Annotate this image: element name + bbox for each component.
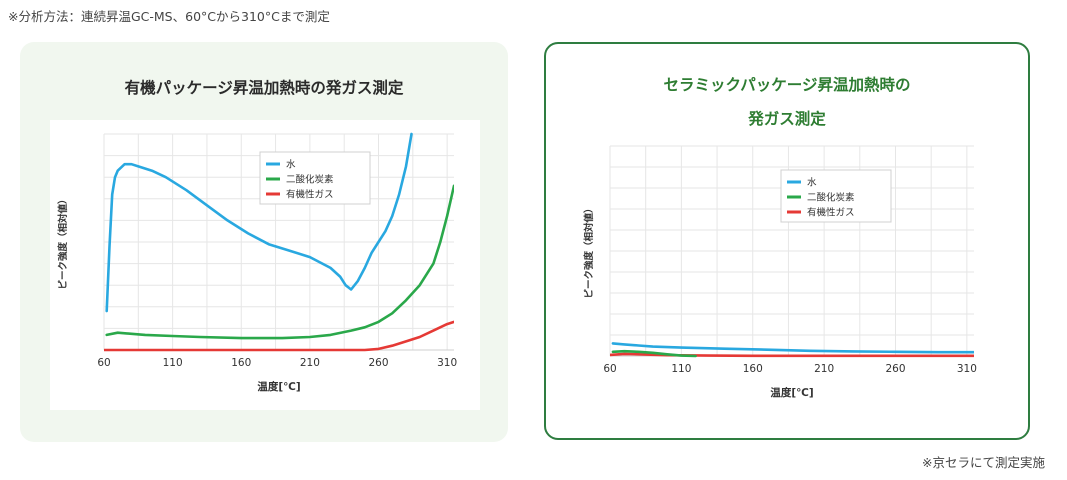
- x-tick-label: 60: [97, 357, 110, 369]
- x-tick-label: 260: [885, 363, 905, 375]
- x-tick-label: 160: [743, 363, 763, 375]
- legend-label: 有機性ガス: [286, 189, 334, 201]
- organic-package-panel: 有機パッケージ昇温加熱時の発ガス測定 60 110 160 210 260 310 温度[℃…: [20, 42, 508, 442]
- series-line: [105, 132, 413, 313]
- x-axis-label: 温度[℃]: [770, 386, 813, 399]
- x-tick-label: 110: [163, 357, 183, 369]
- y-axis-label: ピーク強度（相対値）: [57, 194, 69, 289]
- chart-title-line-1: セラミックパッケージ昇温加熱時の: [663, 76, 911, 94]
- organic-chart-svg: 60 110 160 210 260 310 温度[℃] ピーク強度（相対値） 水二酸化炭素有機…: [57, 132, 457, 393]
- x-tick-label: 110: [671, 363, 691, 375]
- chart-title: セラミックパッケージ昇温加熱時の 発ガス測定: [546, 68, 1028, 136]
- series-line: [610, 352, 974, 358]
- measurement-note: ※京セラにて測定実施: [922, 455, 1045, 470]
- chart-title: 有機パッケージ昇温加熱時の発ガス測定: [124, 79, 404, 97]
- chart-title-line-2: 発ガス測定: [748, 110, 826, 128]
- legend-label: 水: [286, 159, 296, 171]
- legend-label: 水: [807, 177, 817, 189]
- legend-label: 有機性ガス: [807, 207, 855, 219]
- legend-label: 二酸化炭素: [286, 174, 334, 186]
- x-tick-label: 210: [814, 363, 834, 375]
- x-axis-label: 温度[℃]: [257, 380, 300, 393]
- y-axis-label: ピーク強度（相対値）: [583, 203, 595, 298]
- series-line: [104, 320, 454, 352]
- x-tick-label: 60: [603, 363, 616, 375]
- x-tick-label: 210: [300, 357, 320, 369]
- x-tick-label: 310: [957, 363, 977, 375]
- ceramic-package-panel: セラミックパッケージ昇温加熱時の 発ガス測定 60 110 160 210 260 310…: [544, 42, 1030, 440]
- x-tick-label: 310: [437, 357, 457, 369]
- organic-chart-plot: 60 110 160 210 260 310 温度[℃] ピーク強度（相対値） 水二酸化炭素有機…: [50, 120, 480, 410]
- series-line: [611, 342, 974, 354]
- analysis-method-note: ※分析方法：連続昇温GC-MS、60°Cから310°Cまで測定: [8, 9, 330, 24]
- x-tick-label: 260: [368, 357, 388, 369]
- series-line: [611, 349, 697, 358]
- ceramic-chart-svg: 60 110 160 210 260 310 温度[℃] ピーク強度（相対値） 水二酸化炭素有機…: [583, 145, 977, 399]
- legend-label: 二酸化炭素: [807, 192, 855, 204]
- ceramic-chart-plot: 60 110 160 210 260 310 温度[℃] ピーク強度（相対値） 水二酸化炭素有機…: [576, 134, 1000, 418]
- series-line: [105, 184, 454, 340]
- x-tick-label: 160: [231, 357, 251, 369]
